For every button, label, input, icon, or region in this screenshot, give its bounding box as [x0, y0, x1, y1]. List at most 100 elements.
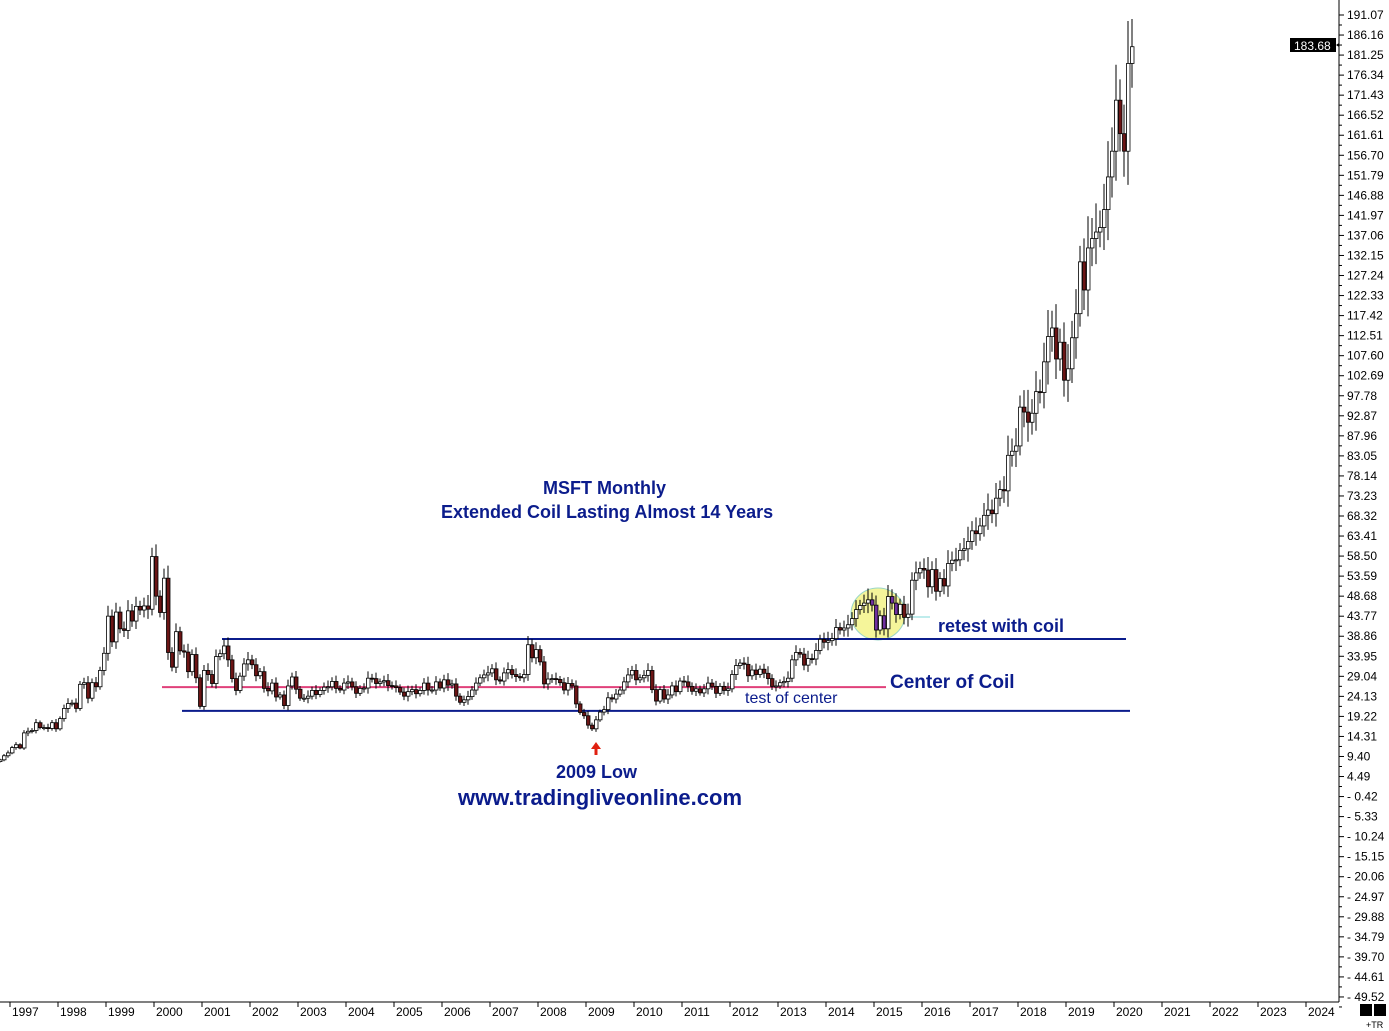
- candle-body: [790, 659, 795, 679]
- candle-body: [890, 596, 895, 604]
- y-tick-label: 38.86: [1347, 629, 1377, 643]
- candle-body: [230, 659, 235, 680]
- candle-body: [910, 579, 915, 615]
- candle-body: [326, 686, 331, 689]
- y-tick-label: 171.43: [1347, 88, 1384, 102]
- candle-body: [378, 681, 383, 684]
- x-tick-label: 2013: [780, 1005, 807, 1019]
- candle-body: [274, 682, 279, 698]
- candle-body: [318, 690, 323, 695]
- x-tick-label: 2011: [684, 1005, 710, 1019]
- candle-body: [1022, 406, 1027, 413]
- y-tick-label: 73.23: [1347, 489, 1377, 503]
- candle-body: [538, 649, 543, 663]
- candle-body: [446, 679, 451, 686]
- candle-body: [906, 613, 911, 618]
- y-tick-label: - 0.42: [1347, 790, 1378, 804]
- candle-body: [1070, 337, 1075, 370]
- candle-body: [278, 694, 283, 698]
- candle-body: [414, 689, 419, 695]
- x-tick-label: 2022: [1212, 1005, 1239, 1019]
- x-tick-label: 2000: [156, 1005, 183, 1019]
- candle-body: [454, 683, 459, 697]
- candle-body: [1010, 450, 1015, 456]
- candle-body: [114, 611, 119, 643]
- candle-body: [102, 652, 107, 671]
- y-tick-label: 166.52: [1347, 108, 1384, 122]
- center-annotation: Center of Coil: [890, 672, 1015, 693]
- candle-body: [610, 697, 615, 700]
- candle-body: [1074, 313, 1079, 339]
- candle-body: [858, 605, 863, 611]
- candle-body: [1118, 99, 1123, 135]
- candle-body: [246, 659, 251, 665]
- candle-body: [126, 610, 131, 631]
- candle-body: [1094, 231, 1099, 239]
- candle-body: [214, 656, 219, 684]
- candle-body: [574, 685, 579, 705]
- y-tick-label: 107.60: [1347, 349, 1384, 363]
- candle-body: [174, 631, 179, 668]
- candle-body: [1110, 150, 1115, 178]
- x-tick-label: 1999: [108, 1005, 135, 1019]
- candle-body: [678, 680, 683, 693]
- y-tick-label: 97.78: [1347, 389, 1377, 403]
- candle-body: [354, 686, 359, 694]
- candle-body: [878, 615, 883, 631]
- toolbar-square-1[interactable]: [1360, 1004, 1372, 1016]
- y-tick-label: 14.31: [1347, 729, 1377, 743]
- candle-body: [546, 678, 551, 685]
- candle-body: [730, 674, 735, 690]
- candle-body: [1062, 341, 1067, 381]
- x-tick-label: 2023: [1260, 1005, 1287, 1019]
- candle-body: [210, 674, 215, 684]
- candle-body: [914, 572, 919, 581]
- candle-body: [430, 689, 435, 692]
- x-tick-label: 2006: [444, 1005, 471, 1019]
- candle-body: [786, 677, 791, 682]
- candle-body: [998, 489, 1003, 499]
- candle-body: [150, 556, 155, 610]
- y-tick-label: 33.95: [1347, 649, 1377, 663]
- candle-body: [386, 680, 391, 686]
- candle-body: [1102, 209, 1107, 228]
- candle-body: [494, 668, 499, 681]
- y-tick-label: 161.61: [1347, 128, 1384, 142]
- candle-body: [134, 605, 139, 622]
- candle-body: [470, 689, 475, 697]
- candle-body: [734, 665, 739, 675]
- candle-body: [686, 681, 691, 687]
- coil-levels: [162, 616, 1130, 755]
- candle-body: [586, 715, 591, 726]
- y-tick-label: 117.42: [1347, 309, 1383, 323]
- candle-body: [658, 689, 663, 702]
- candle-body: [606, 697, 611, 711]
- candle-body: [970, 530, 975, 542]
- candle-body: [1014, 445, 1019, 452]
- candle-body: [302, 697, 307, 700]
- candle-body: [986, 509, 991, 516]
- candle-body: [154, 556, 159, 597]
- y-tick-label: 29.04: [1347, 669, 1377, 683]
- candle-body: [190, 654, 195, 673]
- candle-body: [1106, 176, 1111, 210]
- candle-body: [402, 691, 407, 697]
- x-tick-label: 1998: [60, 1005, 87, 1019]
- y-tick-label: 87.96: [1347, 429, 1377, 443]
- candle-body: [702, 688, 707, 694]
- x-tick-label: 2017: [972, 1005, 999, 1019]
- toolbar-square-2[interactable]: [1374, 1004, 1386, 1016]
- candle-body: [78, 683, 83, 709]
- candle-body: [582, 712, 587, 717]
- candle-body: [466, 696, 471, 701]
- candle-body: [754, 669, 759, 675]
- y-tick-label: 151.79: [1347, 168, 1384, 182]
- candle-body: [862, 602, 867, 606]
- price-marker-icon: [1336, 43, 1339, 47]
- tr-label: +TR: [1366, 1020, 1384, 1030]
- x-tick-label: 2010: [636, 1005, 663, 1019]
- candle-body: [634, 670, 639, 681]
- candle-body: [298, 688, 303, 699]
- candle-body: [1030, 412, 1035, 423]
- candle-body: [106, 615, 111, 654]
